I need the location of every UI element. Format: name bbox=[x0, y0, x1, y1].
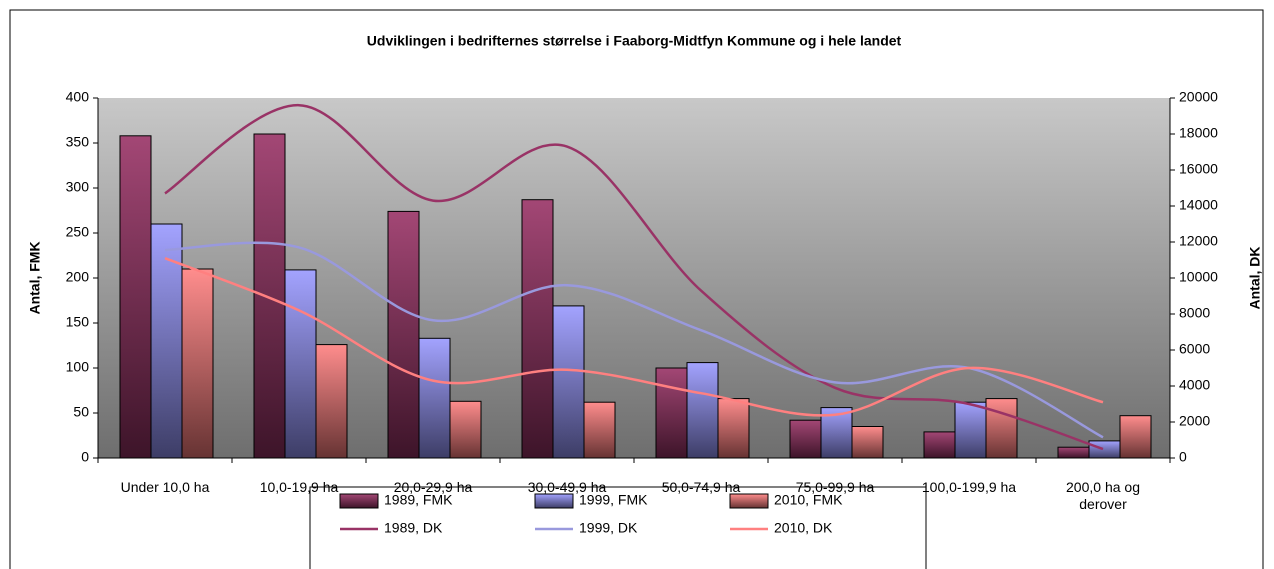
legend-label: 1999, DK bbox=[579, 520, 638, 536]
y2-tick-label: 4000 bbox=[1179, 377, 1210, 393]
legend-label: 2010, FMK bbox=[774, 492, 843, 508]
x-tick-label: 30,0-49,9 ha bbox=[527, 479, 607, 495]
legend-label: 1989, FMK bbox=[384, 492, 453, 508]
y-axis-title: Antal, FMK bbox=[27, 241, 43, 314]
x-tick-label: Under 10,0 ha bbox=[120, 479, 210, 495]
bar bbox=[418, 337, 451, 459]
x-tick-label: 200,0 ha og derover bbox=[1066, 479, 1140, 512]
y2-tick-label: 0 bbox=[1179, 449, 1187, 465]
line bbox=[164, 257, 1104, 417]
bar bbox=[851, 426, 884, 459]
bar bbox=[449, 400, 482, 459]
bar bbox=[954, 401, 987, 459]
legend-swatch bbox=[534, 493, 574, 509]
y-tick-label: 350 bbox=[66, 134, 90, 150]
bar bbox=[1119, 415, 1152, 459]
bar bbox=[717, 398, 750, 459]
y2-tick-label: 10000 bbox=[1179, 269, 1218, 285]
legend-label: 1989, DK bbox=[384, 520, 443, 536]
y-tick-label: 50 bbox=[73, 404, 89, 420]
bar bbox=[985, 398, 1018, 459]
x-tick-label: 20,0-29,9 ha bbox=[393, 479, 473, 495]
bar bbox=[655, 367, 688, 459]
y-tick-label: 100 bbox=[66, 359, 90, 375]
x-tick-label: 10,0-19,9 ha bbox=[259, 479, 339, 495]
y2-tick-label: 12000 bbox=[1179, 233, 1218, 249]
legend bbox=[309, 486, 927, 569]
bar bbox=[1057, 446, 1090, 459]
bar bbox=[181, 268, 214, 459]
y2-tick-label: 6000 bbox=[1179, 341, 1210, 357]
bar bbox=[686, 362, 719, 459]
bar bbox=[583, 401, 616, 459]
y2-tick-label: 2000 bbox=[1179, 413, 1210, 429]
chart-title: Udviklingen i bedrifternes størrelse i F… bbox=[367, 33, 902, 49]
y-tick-label: 200 bbox=[66, 269, 90, 285]
bar bbox=[552, 305, 585, 459]
line bbox=[164, 241, 1104, 439]
y2-tick-label: 14000 bbox=[1179, 197, 1218, 213]
legend-swatch bbox=[339, 493, 379, 509]
x-tick-label: 100,0-199,9 ha bbox=[921, 479, 1017, 495]
y-tick-label: 400 bbox=[66, 89, 90, 105]
legend-swatch bbox=[729, 493, 769, 509]
bar bbox=[119, 135, 152, 459]
legend-label: 1999, FMK bbox=[579, 492, 648, 508]
y-tick-label: 0 bbox=[81, 449, 89, 465]
bar bbox=[253, 133, 286, 459]
bar bbox=[387, 210, 420, 459]
bar bbox=[315, 344, 348, 459]
y2-tick-label: 20000 bbox=[1179, 89, 1218, 105]
x-tick-label: 50,0-74,9 ha bbox=[661, 479, 741, 495]
y2-tick-label: 8000 bbox=[1179, 305, 1210, 321]
bar bbox=[789, 419, 822, 459]
y-tick-label: 300 bbox=[66, 179, 90, 195]
y2-axis-title: Antal, DK bbox=[1247, 247, 1263, 310]
legend-label: 2010, DK bbox=[774, 520, 833, 536]
y2-tick-label: 16000 bbox=[1179, 161, 1218, 177]
y2-tick-label: 18000 bbox=[1179, 125, 1218, 141]
line bbox=[164, 103, 1104, 451]
bar bbox=[521, 199, 554, 459]
bar bbox=[1088, 440, 1121, 459]
bar bbox=[284, 269, 317, 459]
y-tick-label: 150 bbox=[66, 314, 90, 330]
bar bbox=[923, 431, 956, 459]
x-tick-label: 75,0-99,9 ha bbox=[795, 479, 875, 495]
y-tick-label: 250 bbox=[66, 224, 90, 240]
